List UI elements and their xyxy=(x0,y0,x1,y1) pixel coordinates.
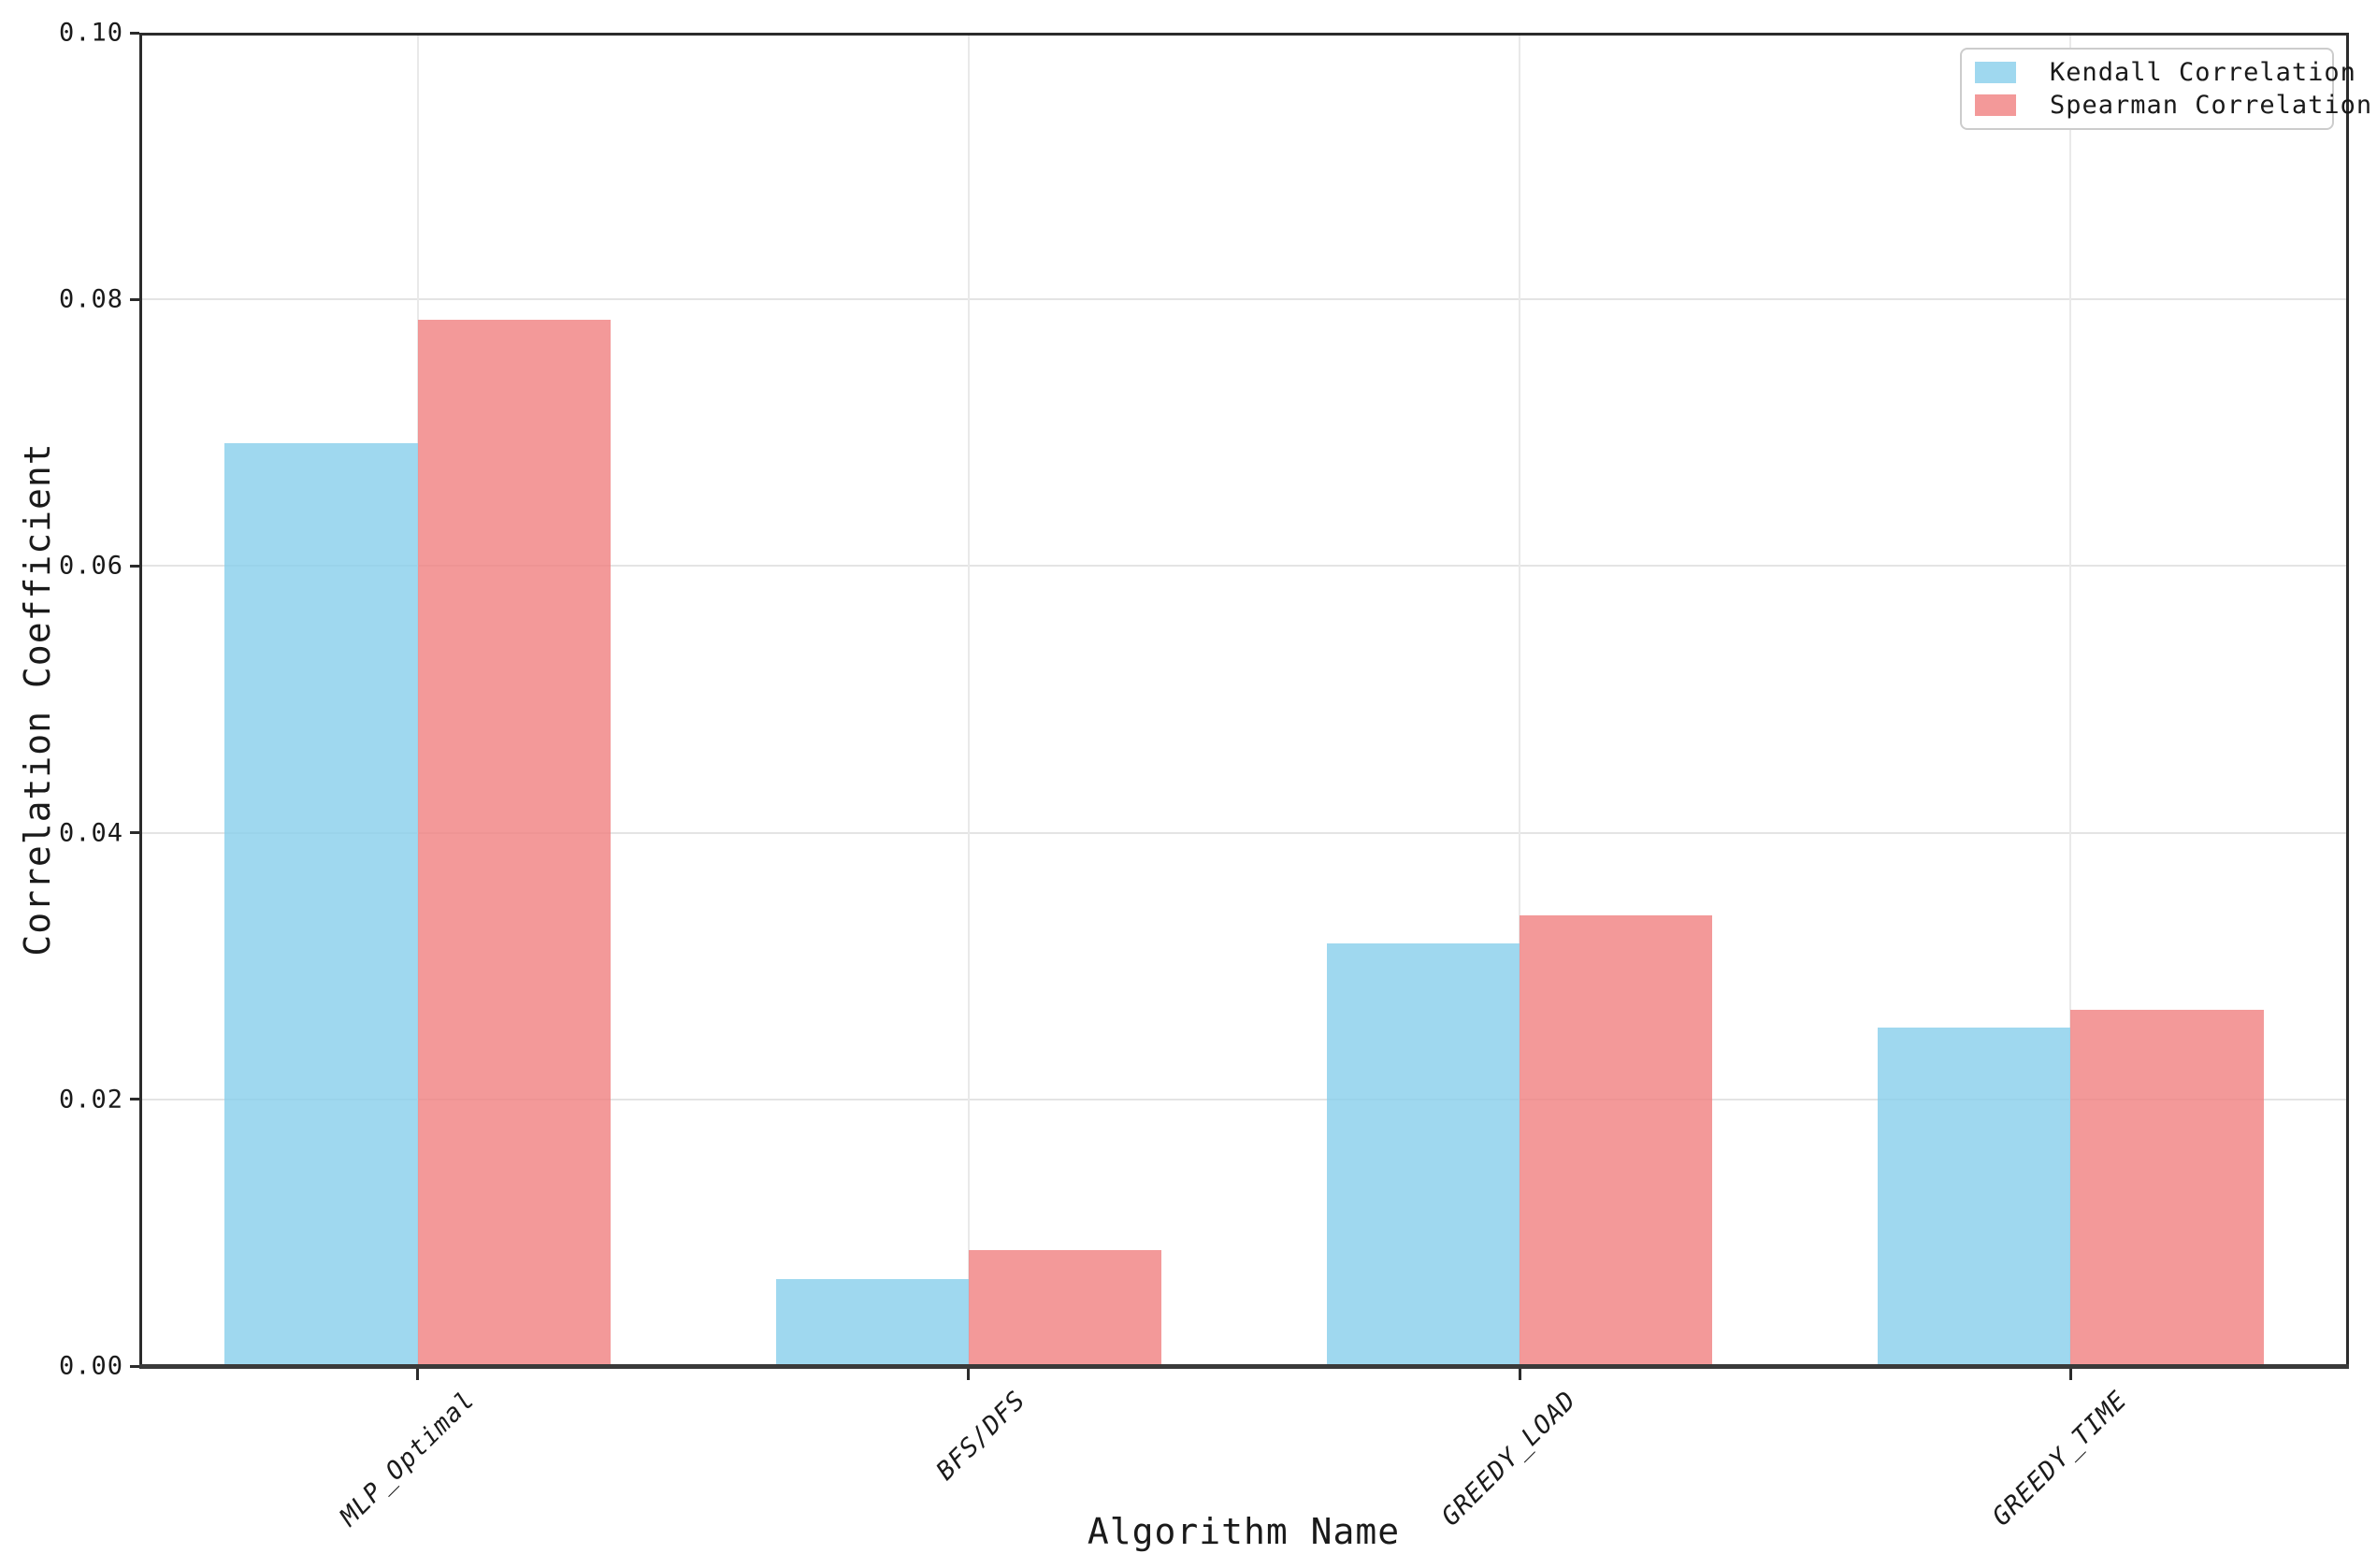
gridline-x-GREEDY_TIME xyxy=(2069,33,2072,1364)
bar-spearman-GREEDY_LOAD xyxy=(1520,915,1713,1366)
x-tick-mark-BFS/DFS xyxy=(967,1369,971,1380)
y-tick-label-0.04: 0.04 xyxy=(58,818,123,848)
legend-item-kendall: Kendall Correlation xyxy=(1975,58,2355,87)
gridline-y-0.06 xyxy=(142,565,2346,568)
plot-border-right xyxy=(2346,33,2349,1369)
legend-label-spearman: Spearman Correlation xyxy=(2050,91,2373,121)
x-tick-mark-GREEDY_LOAD xyxy=(1518,1369,1521,1380)
x-axis-line xyxy=(139,1364,2349,1369)
y-tick-mark-0.02 xyxy=(130,1098,139,1101)
bar-spearman-GREEDY_TIME xyxy=(2070,1010,2264,1366)
legend-item-spearman: Spearman Correlation xyxy=(1975,91,2371,120)
y-tick-label-0.06: 0.06 xyxy=(58,551,123,581)
bar-kendall-GREEDY_TIME xyxy=(1878,1027,2071,1366)
y-tick-mark-0.00 xyxy=(130,1364,139,1368)
legend-label-kendall: Kendall Correlation xyxy=(2050,57,2356,87)
bar-spearman-MLP_Optimal xyxy=(417,319,611,1366)
x-tick-mark-GREEDY_TIME xyxy=(2068,1369,2072,1380)
gridline-y-0.02 xyxy=(142,1098,2346,1100)
bar-kendall-MLP_Optimal xyxy=(224,443,418,1366)
bar-kendall-GREEDY_LOAD xyxy=(1326,942,1520,1366)
plot-border-top xyxy=(139,33,2349,36)
x-axis-title: Algorithm Name xyxy=(1087,1511,1401,1552)
kendall-color-swatch xyxy=(1975,61,2016,83)
y-tick-label-0.08: 0.08 xyxy=(58,284,123,314)
gridline-y-0.04 xyxy=(142,831,2346,834)
bar-spearman-BFS/DFS xyxy=(968,1249,1162,1366)
bar-kendall-BFS/DFS xyxy=(775,1279,969,1366)
x-tick-mark-MLP_Optimal xyxy=(416,1369,420,1380)
y-tick-mark-0.04 xyxy=(130,831,139,835)
y-tick-mark-0.10 xyxy=(130,31,139,35)
y-axis-line xyxy=(139,33,142,1369)
y-axis-title: Correlation Coefficient xyxy=(17,442,58,957)
y-tick-mark-0.08 xyxy=(130,297,139,301)
y-tick-label-0.02: 0.02 xyxy=(58,1085,123,1115)
legend: Kendall Correlation Spearman Correlation xyxy=(1960,48,2371,130)
y-tick-mark-0.06 xyxy=(130,564,139,568)
x-tick-label-MLP_Optimal: MLP_Optimal xyxy=(334,1386,481,1532)
x-tick-label-GREEDY_TIME: GREEDY_TIME xyxy=(1987,1386,2134,1532)
plot-area xyxy=(142,33,2346,1366)
x-tick-label-BFS/DFS: BFS/DFS xyxy=(930,1386,1031,1487)
y-tick-label-0.00: 0.00 xyxy=(58,1351,123,1381)
gridline-x-BFS/DFS xyxy=(967,33,970,1364)
spearman-color-swatch xyxy=(1975,94,2016,117)
gridline-x-GREEDY_LOAD xyxy=(1519,33,1521,1364)
gridline-y-0.08 xyxy=(142,298,2346,301)
y-tick-label-0.10: 0.10 xyxy=(58,18,123,48)
